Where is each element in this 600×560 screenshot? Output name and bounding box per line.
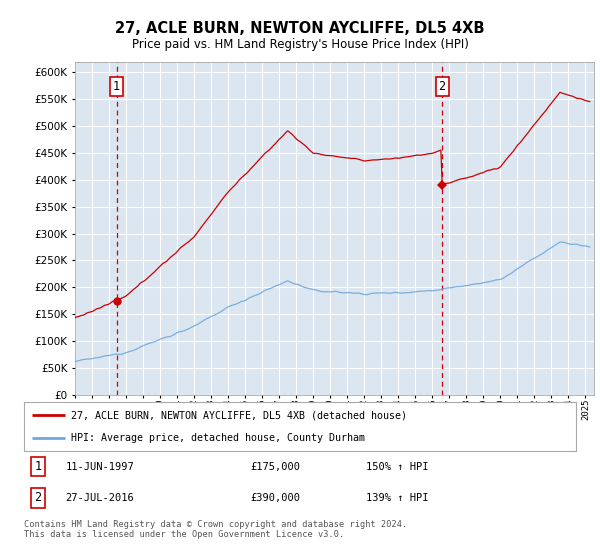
Text: 2: 2: [34, 491, 41, 504]
Text: 1: 1: [113, 80, 120, 93]
Text: £390,000: £390,000: [250, 493, 301, 503]
Text: 11-JUN-1997: 11-JUN-1997: [65, 461, 134, 472]
Text: 139% ↑ HPI: 139% ↑ HPI: [366, 493, 429, 503]
Text: HPI: Average price, detached house, County Durham: HPI: Average price, detached house, Coun…: [71, 433, 365, 444]
Text: 1: 1: [34, 460, 41, 473]
Text: £175,000: £175,000: [250, 461, 301, 472]
Text: 27-JUL-2016: 27-JUL-2016: [65, 493, 134, 503]
Text: 2: 2: [439, 80, 446, 93]
Text: 27, ACLE BURN, NEWTON AYCLIFFE, DL5 4XB: 27, ACLE BURN, NEWTON AYCLIFFE, DL5 4XB: [115, 21, 485, 36]
Text: 150% ↑ HPI: 150% ↑ HPI: [366, 461, 429, 472]
Text: 27, ACLE BURN, NEWTON AYCLIFFE, DL5 4XB (detached house): 27, ACLE BURN, NEWTON AYCLIFFE, DL5 4XB …: [71, 410, 407, 421]
Text: Price paid vs. HM Land Registry's House Price Index (HPI): Price paid vs. HM Land Registry's House …: [131, 38, 469, 51]
Text: Contains HM Land Registry data © Crown copyright and database right 2024.
This d: Contains HM Land Registry data © Crown c…: [24, 520, 407, 539]
